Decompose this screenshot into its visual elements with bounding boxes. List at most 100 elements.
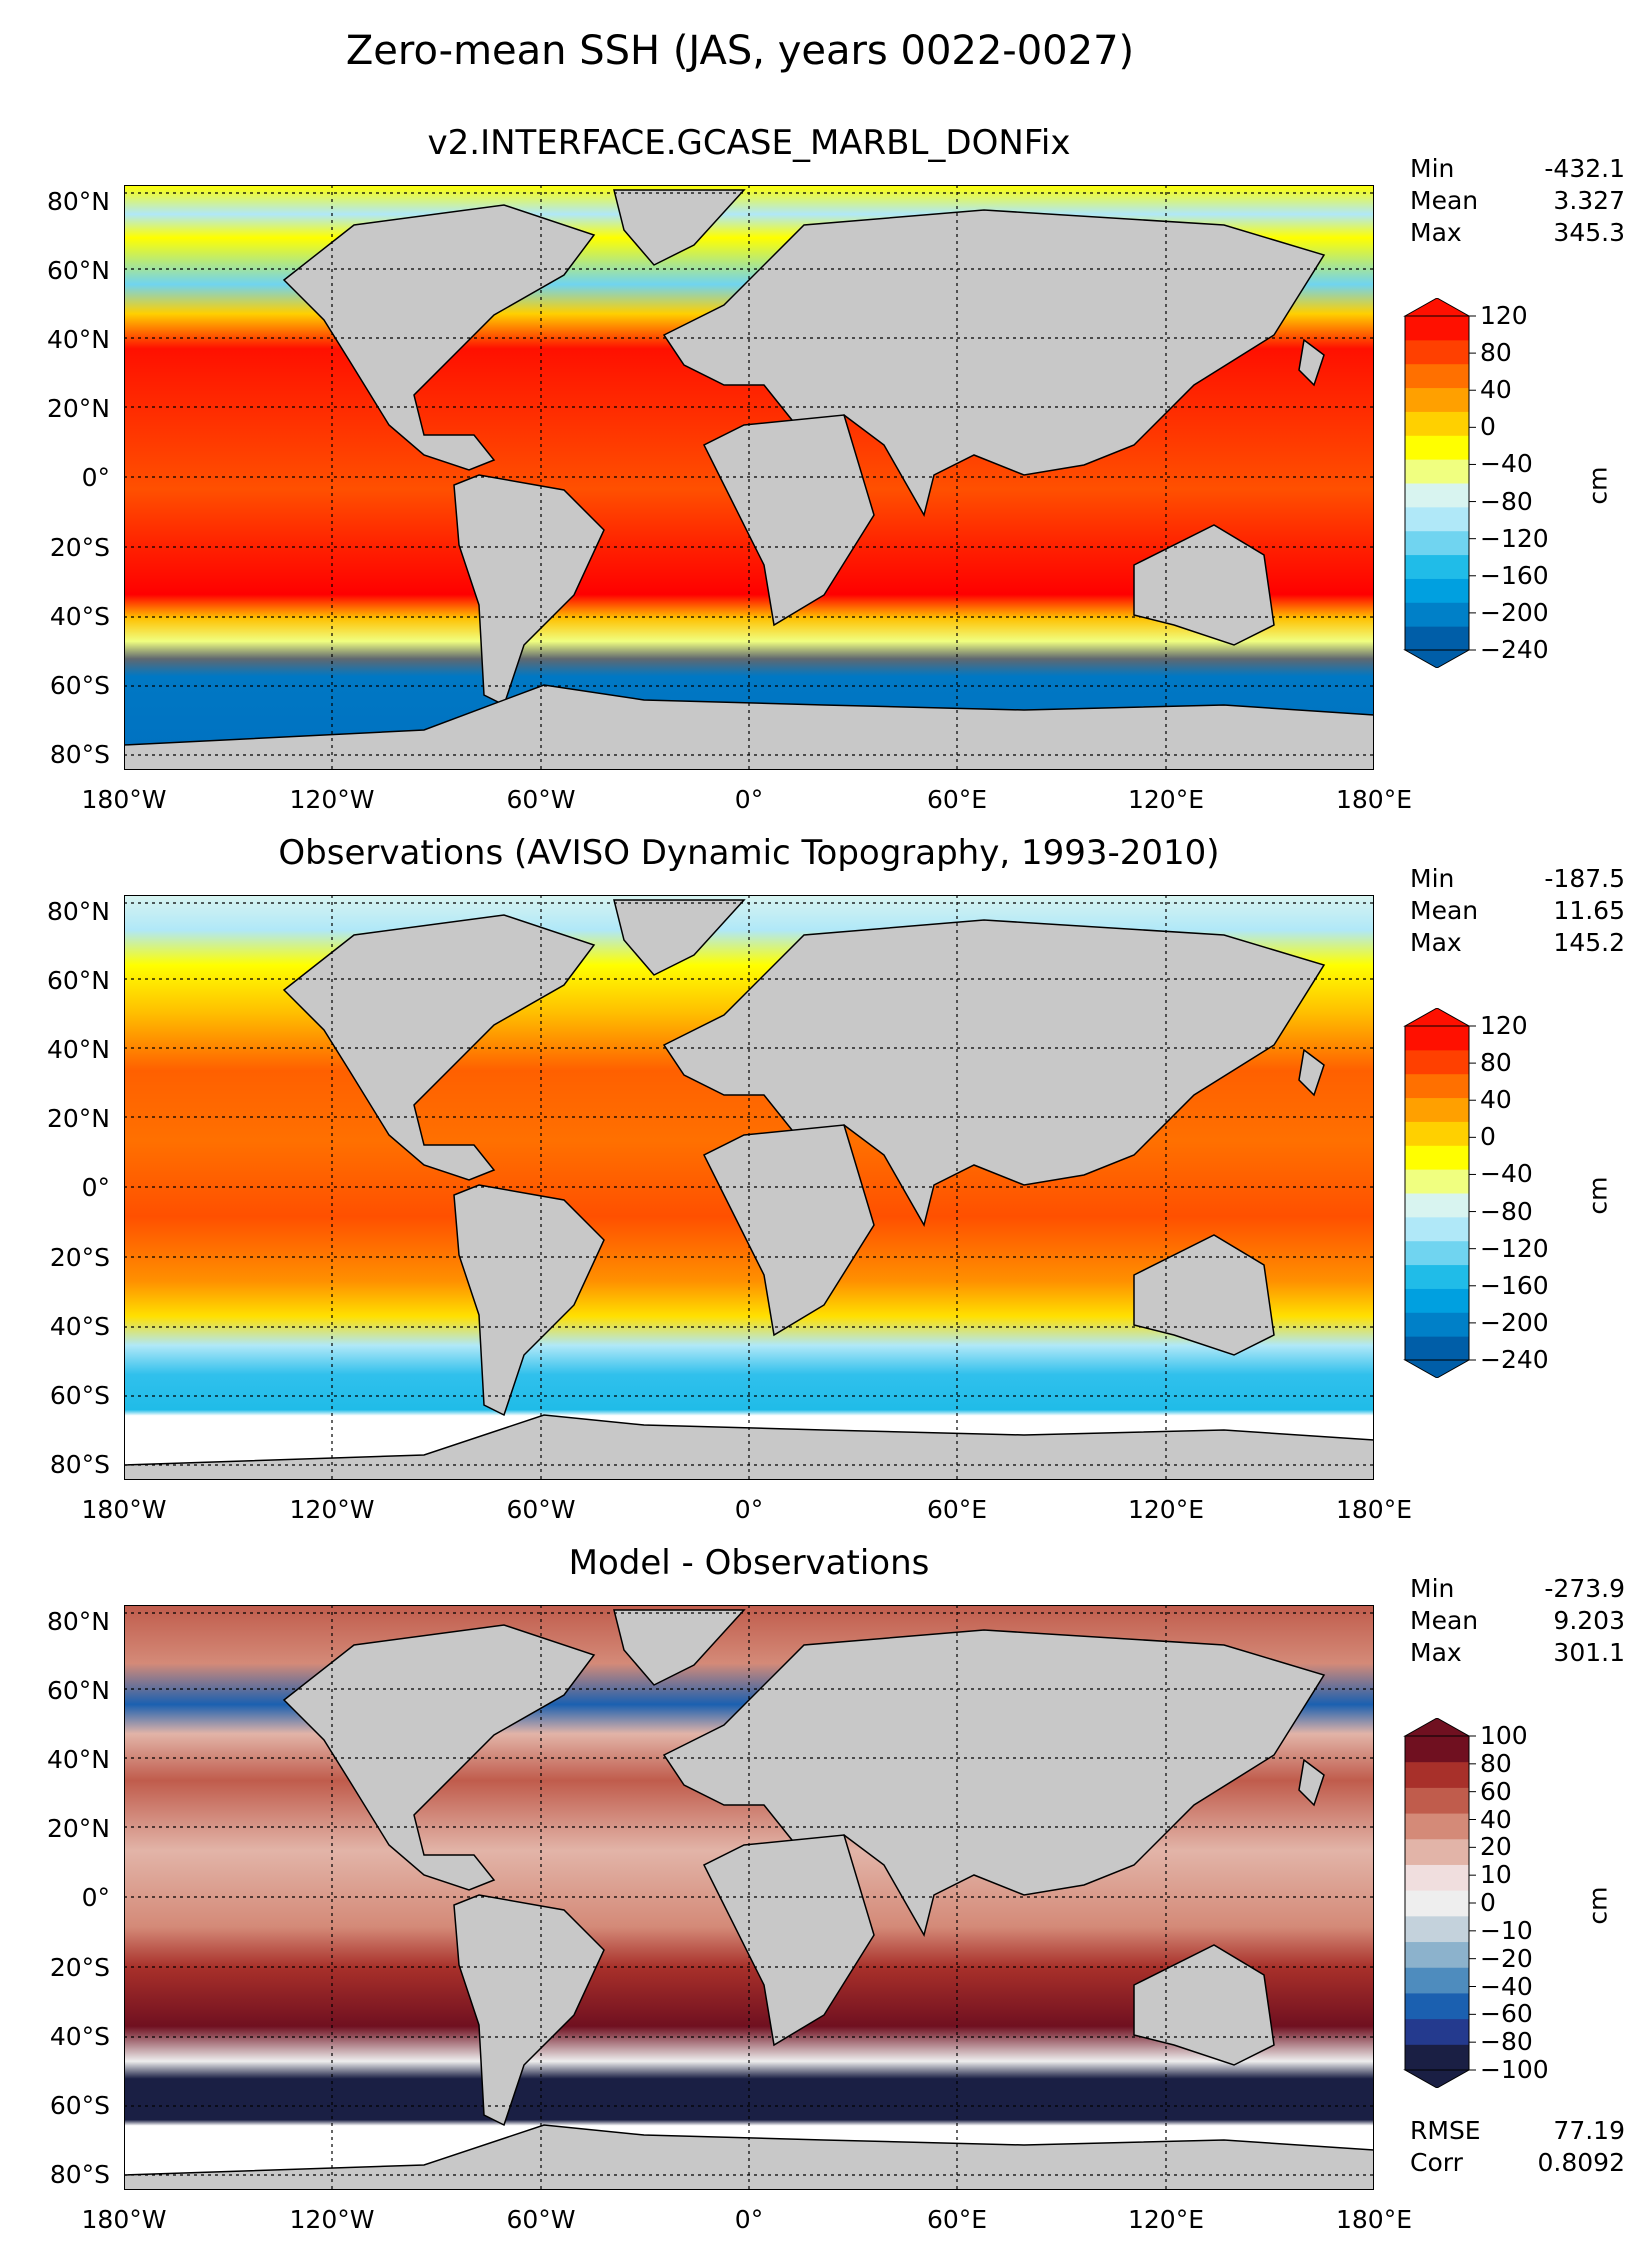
lat-tick: 40°N bbox=[46, 1745, 110, 1774]
stat-value: 11.65 bbox=[1553, 896, 1625, 925]
lat-tick: 0° bbox=[81, 1173, 110, 1202]
colorbar-band bbox=[1405, 1967, 1469, 1994]
colorbar-tick-label: −100 bbox=[1480, 2055, 1549, 2084]
colorbar-extend-min bbox=[1403, 649, 1471, 668]
lon-tick: 180°E bbox=[1335, 785, 1412, 814]
lon-tick: 180°W bbox=[81, 785, 167, 814]
colorbar-band bbox=[1405, 578, 1469, 603]
lon-tick: 60°W bbox=[506, 785, 576, 814]
lat-tick: 20°S bbox=[49, 1953, 110, 1982]
colorbar-band bbox=[1405, 316, 1469, 341]
lon-tick: 120°E bbox=[1127, 1495, 1204, 1524]
lat-tick: 40°S bbox=[49, 602, 110, 631]
colorbar-band bbox=[1405, 1049, 1469, 1075]
lon-tick: 60°W bbox=[506, 2205, 576, 2234]
colorbar-band bbox=[1405, 1915, 1469, 1943]
colorbar-band bbox=[1405, 1264, 1469, 1289]
colorbar-tick-label: −60 bbox=[1480, 1999, 1533, 2029]
colorbar-unit: cm bbox=[1583, 1886, 1613, 1925]
lat-tick: 60°S bbox=[49, 2091, 110, 2120]
map-observations bbox=[124, 895, 1374, 1480]
stats-model: Min -432.1 Mean 3.327 Max 345.3 bbox=[1410, 153, 1625, 249]
lat-tick: 80°N bbox=[46, 897, 110, 926]
colorbar-unit: cm bbox=[1583, 466, 1613, 505]
lon-tick: 180°W bbox=[81, 1495, 167, 1524]
colorbar-band bbox=[1405, 2018, 1469, 2045]
lat-tick: 80°S bbox=[49, 1450, 110, 1479]
colorbar-band bbox=[1405, 483, 1469, 508]
colorbar-tick-label: −120 bbox=[1480, 1233, 1549, 1263]
colorbar-tick-label: 0 bbox=[1480, 412, 1496, 442]
stat-value: 3.327 bbox=[1553, 186, 1625, 215]
colorbar-band bbox=[1405, 1761, 1469, 1788]
panel-2-title: Observations (AVISO Dynamic Topography, … bbox=[278, 833, 1220, 873]
colorbar-tick-label: 20 bbox=[1480, 1832, 1512, 1862]
colorbar-observations bbox=[1403, 1008, 1476, 1378]
stats-difference: Min -273.9 Mean 9.203 Max 301.1 bbox=[1410, 1573, 1625, 1669]
stat-label: Mean bbox=[1410, 186, 1479, 215]
colorbar-tick-label: 0 bbox=[1480, 1888, 1496, 1917]
colorbar-tick-label: −10 bbox=[1480, 1915, 1533, 1945]
colorbar-band bbox=[1405, 1145, 1469, 1170]
stat-label: Max bbox=[1410, 928, 1462, 957]
lat-tick: 80°S bbox=[49, 740, 110, 769]
stats-observations: Min -187.5 Mean 11.65 Max 145.2 bbox=[1410, 863, 1625, 959]
lon-tick: 120°E bbox=[1127, 2205, 1204, 2234]
lon-tick: 60°E bbox=[926, 2205, 988, 2234]
stat-value: 345.3 bbox=[1553, 218, 1625, 247]
colorbar-band bbox=[1405, 2044, 1469, 2071]
lat-tick: 0° bbox=[81, 1883, 110, 1912]
colorbar-tick-label: −40 bbox=[1480, 1971, 1533, 2001]
colorbar-band bbox=[1405, 506, 1469, 532]
metric-value: 77.19 bbox=[1553, 2116, 1625, 2145]
panel-1-title: v2.INTERFACE.GCASE_MARBL_DONFix bbox=[427, 123, 1071, 163]
colorbar-tick-label: 40 bbox=[1480, 1085, 1512, 1115]
lon-tick: 0° bbox=[734, 2205, 764, 2234]
lon-tick: 180°W bbox=[81, 2205, 167, 2234]
lat-tick: 20°N bbox=[46, 1814, 110, 1843]
graticule bbox=[124, 1605, 1374, 2190]
colorbar-band bbox=[1405, 1813, 1469, 1840]
colorbar-band bbox=[1405, 1169, 1469, 1194]
colorbar-band bbox=[1405, 1073, 1469, 1099]
map-model bbox=[124, 185, 1374, 770]
colorbar-band bbox=[1405, 435, 1469, 460]
colorbar-band bbox=[1405, 1312, 1469, 1337]
metrics-difference: RMSE 77.19 Corr 0.8092 bbox=[1410, 2115, 1625, 2179]
stat-value: 301.1 bbox=[1553, 1638, 1625, 1667]
colorbar-band bbox=[1405, 1736, 1469, 1763]
stat-value: -187.5 bbox=[1544, 864, 1625, 893]
lon-tick: 0° bbox=[734, 1495, 764, 1524]
colorbar-tick-label: −240 bbox=[1480, 1345, 1549, 1374]
colorbar-tick-label: −200 bbox=[1480, 1307, 1549, 1337]
lat-tick: 80°S bbox=[49, 2160, 110, 2189]
colorbar-band bbox=[1405, 1240, 1469, 1266]
colorbar-tick-label: −160 bbox=[1480, 1270, 1549, 1300]
colorbar-tick-label: 120 bbox=[1480, 301, 1528, 330]
colorbar-band bbox=[1405, 1336, 1469, 1361]
stat-label: Max bbox=[1410, 218, 1462, 247]
lat-tick: 0° bbox=[81, 463, 110, 492]
lat-tick: 20°S bbox=[49, 533, 110, 562]
panel-3-title: Model - Observations bbox=[568, 1543, 930, 1583]
colorbar-band bbox=[1405, 602, 1469, 627]
colorbar-band bbox=[1405, 1787, 1469, 1814]
lat-tick: 60°S bbox=[49, 671, 110, 700]
colorbar-band bbox=[1405, 1890, 1469, 1917]
colorbar-tick-label: 80 bbox=[1480, 338, 1512, 368]
colorbar-tick-label: 10 bbox=[1480, 1860, 1512, 1890]
colorbar-tick-label: 80 bbox=[1480, 1748, 1512, 1778]
colorbar-band bbox=[1405, 1992, 1469, 2020]
lat-tick: 80°N bbox=[46, 187, 110, 216]
lat-tick: 20°S bbox=[49, 1243, 110, 1272]
stat-label: Mean bbox=[1410, 896, 1479, 925]
stat-label: Min bbox=[1410, 864, 1455, 893]
lon-tick: 60°E bbox=[926, 785, 988, 814]
stat-value: -432.1 bbox=[1544, 154, 1625, 183]
colorbar-tick-label: −80 bbox=[1480, 1196, 1533, 1226]
colorbar-tick-label: −40 bbox=[1480, 449, 1533, 479]
graticule bbox=[124, 185, 1374, 770]
stat-label: Min bbox=[1410, 154, 1455, 183]
colorbar-band bbox=[1405, 339, 1469, 365]
colorbar-band bbox=[1405, 1941, 1469, 1968]
